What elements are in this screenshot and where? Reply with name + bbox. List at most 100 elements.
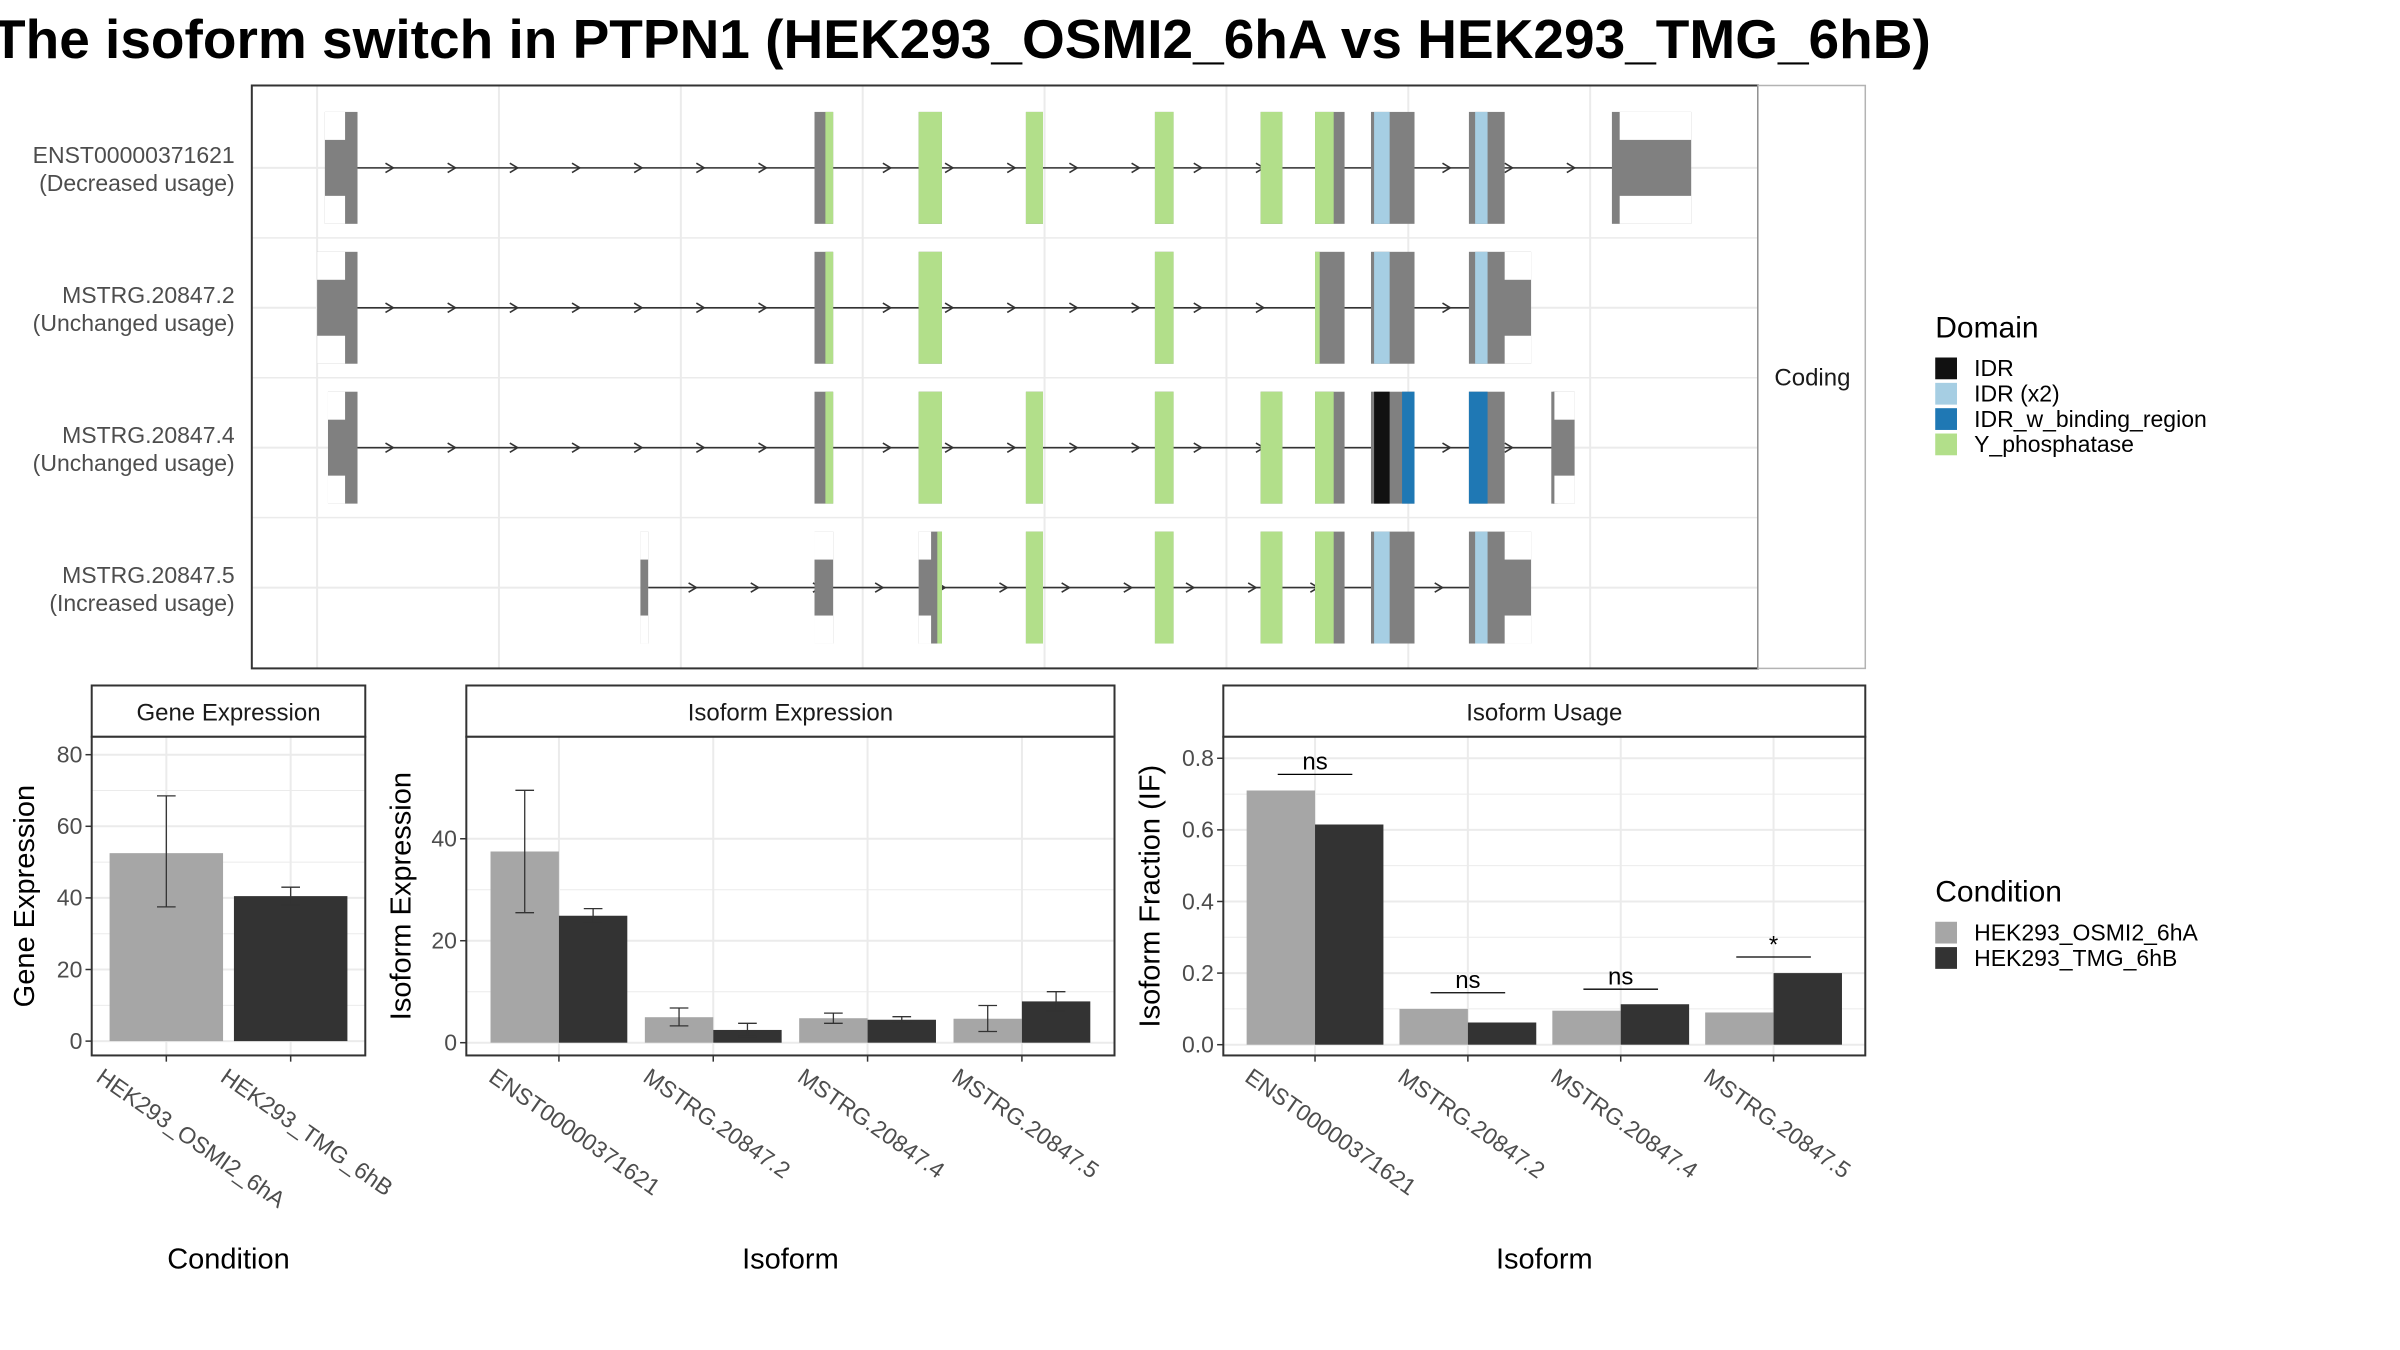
bar bbox=[558, 915, 628, 1043]
domain-segment bbox=[918, 111, 942, 224]
domain-segment bbox=[1154, 251, 1174, 364]
domain-legend-key bbox=[1935, 433, 1957, 456]
domain-segment bbox=[1374, 391, 1390, 504]
utr-mask-bottom bbox=[1554, 475, 1575, 504]
utr-mask-bottom bbox=[918, 615, 932, 644]
transcript-id-label: MSTRG.20847.4 bbox=[62, 422, 235, 448]
intron-direction-arrow bbox=[1131, 442, 1141, 454]
domain-segment bbox=[825, 251, 834, 364]
isoform-expression-panel: Isoform Expression02040ENST00000371621MS… bbox=[385, 684, 1116, 1275]
transcript-usage-label: (Unchanged usage) bbox=[33, 450, 235, 476]
domain-legend-key bbox=[1935, 408, 1957, 430]
intron-direction-arrow bbox=[1193, 302, 1204, 314]
y-tick-label: 0.6 bbox=[1182, 817, 1214, 843]
intron-direction-arrow bbox=[571, 442, 582, 454]
x-axis-title: Isoform bbox=[742, 1243, 839, 1275]
y-axis-title: Gene Expression bbox=[9, 785, 41, 1007]
intron-direction-arrow bbox=[509, 162, 520, 174]
intron-direction-arrow bbox=[1006, 302, 1017, 314]
intron-direction-arrow bbox=[509, 442, 520, 454]
panel-border bbox=[465, 735, 1116, 1057]
y-tick-label: 0 bbox=[444, 1029, 457, 1055]
intron-direction-arrow bbox=[633, 162, 644, 174]
transcript-row bbox=[324, 111, 1692, 224]
intron-direction-arrow bbox=[1006, 162, 1017, 174]
intron-direction-arrow bbox=[1193, 162, 1204, 174]
domain-segment bbox=[1475, 251, 1488, 364]
y-tick-label: 40 bbox=[57, 885, 83, 911]
x-tick-label: MSTRG.20847.2 bbox=[639, 1063, 795, 1183]
condition-legend-key bbox=[1935, 947, 1957, 969]
intron-direction-arrow bbox=[1123, 582, 1134, 593]
intron-direction-arrow bbox=[447, 302, 457, 314]
y-tick-label: 0 bbox=[70, 1028, 83, 1054]
intron-direction-arrow bbox=[750, 582, 761, 593]
bar bbox=[1467, 1022, 1537, 1045]
y-tick-label: 0.2 bbox=[1182, 960, 1214, 986]
x-axis-title: Isoform bbox=[1496, 1243, 1593, 1275]
intron-direction-arrow bbox=[688, 582, 698, 593]
utr-mask-bottom bbox=[1504, 335, 1532, 364]
structure-plot-background bbox=[251, 85, 1759, 669]
domain-segment bbox=[918, 251, 942, 364]
intron-direction-arrow bbox=[1434, 582, 1445, 593]
domain-segment bbox=[918, 391, 942, 504]
utr-mask-top bbox=[1619, 111, 1692, 140]
intron-direction-arrow bbox=[695, 302, 706, 314]
intron-direction-arrow bbox=[571, 302, 582, 314]
exon-block bbox=[640, 531, 649, 644]
figure-title: The isoform switch in PTPN1 (HEK293_OSMI… bbox=[0, 8, 1931, 70]
utr-mask-top bbox=[327, 391, 346, 420]
utr-mask-bottom bbox=[640, 615, 649, 644]
y-tick-label: 40 bbox=[431, 826, 457, 852]
bar bbox=[1773, 973, 1842, 1045]
panel-strip-title: Isoform Expression bbox=[688, 699, 893, 726]
domain-legend-title: Domain bbox=[1935, 311, 2038, 344]
intron-direction-arrow bbox=[1442, 442, 1452, 454]
x-tick-label: MSTRG.20847.5 bbox=[948, 1063, 1104, 1183]
y-tick-label: 20 bbox=[431, 927, 457, 953]
panel-strip bbox=[90, 684, 367, 738]
condition-legend-key bbox=[1935, 921, 1957, 944]
intron-direction-arrow bbox=[447, 442, 457, 454]
intron-direction-arrow bbox=[1006, 442, 1017, 454]
intron-direction-arrow bbox=[758, 302, 768, 314]
significance-label: ns bbox=[1608, 964, 1633, 991]
domain-segment bbox=[1315, 531, 1334, 644]
intron-direction-arrow bbox=[385, 162, 395, 174]
intron-direction-arrow bbox=[633, 302, 644, 314]
y-tick-label: 0.8 bbox=[1182, 745, 1214, 771]
utr-mask-top bbox=[324, 111, 346, 140]
coding-strip-label: Coding bbox=[1774, 364, 1850, 391]
domain-legend-label: IDR (x2) bbox=[1974, 381, 2060, 407]
transcript-usage-label: (Decreased usage) bbox=[39, 170, 235, 196]
bar bbox=[1315, 824, 1384, 1045]
utr-mask-bottom bbox=[327, 475, 346, 504]
intron-direction-arrow bbox=[1061, 582, 1071, 593]
panel-strip bbox=[1222, 684, 1867, 738]
transcript-id-label: MSTRG.20847.2 bbox=[62, 282, 235, 308]
domain-segment bbox=[1315, 251, 1320, 364]
domain-legend-label: Y_phosphatase bbox=[1974, 431, 2134, 457]
intron-direction-arrow bbox=[571, 162, 582, 174]
intron-direction-arrow bbox=[1247, 582, 1258, 593]
domain-segment bbox=[825, 111, 834, 224]
domain-segment bbox=[937, 531, 942, 644]
domain-segment bbox=[1260, 531, 1283, 644]
significance-label: ns bbox=[1455, 967, 1480, 994]
domain-segment bbox=[1315, 391, 1334, 504]
intron-direction-arrow bbox=[944, 302, 955, 314]
domain-segment bbox=[1402, 391, 1415, 504]
intron-direction-arrow bbox=[882, 302, 893, 314]
intron-direction-arrow bbox=[1131, 302, 1141, 314]
y-tick-label: 20 bbox=[57, 956, 83, 982]
utr-mask-top bbox=[814, 531, 834, 560]
intron-direction-arrow bbox=[758, 442, 768, 454]
y-tick-label: 0.4 bbox=[1182, 888, 1214, 914]
x-tick-label: MSTRG.20847.2 bbox=[1394, 1063, 1550, 1183]
transcript-usage-label: (Unchanged usage) bbox=[33, 310, 235, 336]
x-axis-title: Condition bbox=[167, 1243, 290, 1275]
